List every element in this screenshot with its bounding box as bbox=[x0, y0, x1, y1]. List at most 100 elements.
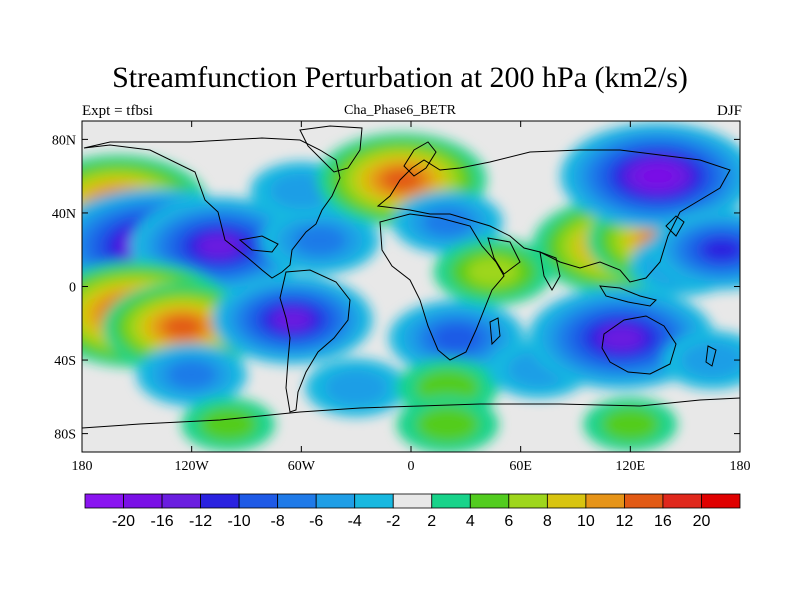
anomaly-center bbox=[392, 190, 503, 254]
x-tick-label: 180 bbox=[72, 459, 93, 474]
y-tick-label: 40S bbox=[54, 354, 76, 369]
map-panel bbox=[81, 120, 741, 453]
x-tick-label: 0 bbox=[408, 459, 415, 474]
contour-level bbox=[416, 406, 479, 443]
anomaly-center bbox=[260, 207, 380, 274]
contour-level bbox=[681, 342, 740, 378]
contour-level bbox=[601, 407, 660, 441]
y-tick-label: 80S bbox=[54, 428, 76, 443]
coast-indonesia bbox=[599, 285, 657, 307]
colorbar-cell bbox=[662, 493, 702, 509]
x-tick-label: 120W bbox=[175, 459, 210, 474]
colorbar-label: -10 bbox=[228, 513, 251, 530]
chart-title: Streamfunction Perturbation at 200 hPa (… bbox=[112, 61, 688, 94]
anomaly-center bbox=[661, 331, 740, 390]
colorbar-label: -6 bbox=[309, 513, 323, 530]
colorbar-label: -8 bbox=[271, 513, 285, 530]
coast-south-america bbox=[279, 269, 351, 413]
coast-arabia bbox=[487, 237, 521, 275]
colorbar-label: 4 bbox=[466, 513, 475, 530]
case-label: Cha_Phase6_BETR bbox=[344, 103, 456, 118]
contour-level bbox=[701, 238, 740, 262]
coast-gulf bbox=[238, 235, 279, 253]
season-label: DJF bbox=[716, 103, 742, 119]
y-tick-label: 40N bbox=[52, 207, 76, 222]
anomaly-center bbox=[136, 343, 247, 406]
coast-north-america bbox=[83, 137, 341, 279]
anomaly-center bbox=[130, 197, 308, 295]
colorbar-label: 2 bbox=[427, 513, 436, 530]
x-tick-label: 180 bbox=[730, 459, 751, 474]
colorbar-label: 8 bbox=[543, 513, 552, 530]
contour-level bbox=[293, 225, 347, 256]
colorbar-label: -20 bbox=[112, 513, 135, 530]
coast-australia bbox=[601, 315, 677, 375]
colorbar-label: 10 bbox=[577, 513, 595, 530]
anomaly-center bbox=[211, 275, 373, 364]
anomaly-center bbox=[396, 395, 499, 452]
colorbar-cell bbox=[508, 493, 548, 509]
colorbar-cell bbox=[585, 493, 625, 509]
colorbar-label: 12 bbox=[616, 513, 634, 530]
contour-level bbox=[381, 168, 423, 192]
y-tick-label: 0 bbox=[69, 281, 76, 296]
anomaly-center bbox=[433, 238, 553, 306]
anomaly-center bbox=[388, 300, 525, 376]
colorbar-label: 20 bbox=[693, 513, 711, 530]
contour-level bbox=[598, 325, 644, 351]
colorbar-cell bbox=[238, 493, 279, 509]
anomaly-center bbox=[181, 397, 276, 452]
colorbar-label: -2 bbox=[386, 513, 400, 530]
colorbar-cell bbox=[315, 493, 356, 509]
anomaly-center bbox=[317, 133, 487, 227]
anomaly-center bbox=[649, 209, 740, 290]
colorbar-cell bbox=[123, 493, 163, 509]
anomaly-center bbox=[305, 358, 408, 417]
contour-level bbox=[167, 360, 217, 389]
contour-level bbox=[324, 369, 388, 406]
experiment-label: Expt = tfbsi bbox=[82, 103, 153, 119]
colorbar-cell bbox=[469, 493, 510, 509]
colorbar-label: -16 bbox=[150, 513, 173, 530]
coast-africa bbox=[379, 213, 505, 361]
colorbar: -20 -16 -12 -10 -8 -6 -4 -2 2 4 6 8 10 12 16 20 bbox=[84, 493, 741, 530]
colorbar-cell bbox=[200, 493, 240, 509]
contour-level bbox=[433, 324, 481, 352]
contour-level bbox=[197, 234, 241, 258]
coast-antarctica bbox=[82, 397, 740, 429]
coast-japan bbox=[665, 215, 685, 237]
contour-level bbox=[199, 407, 258, 441]
contour-level bbox=[416, 369, 479, 406]
colorbar-cell bbox=[701, 493, 741, 509]
y-tick-label: 80N bbox=[52, 133, 76, 148]
coast-scandinavia bbox=[403, 141, 437, 177]
contour-level bbox=[163, 316, 203, 338]
colorbar-label: 16 bbox=[654, 513, 672, 530]
coast-greenland bbox=[299, 125, 363, 173]
colorbar-cell bbox=[431, 493, 471, 509]
contour-level bbox=[269, 173, 333, 209]
x-tick-label: 60W bbox=[288, 459, 316, 474]
coast-madagascar bbox=[489, 317, 501, 346]
contour-level bbox=[466, 256, 520, 287]
colorbar-cell bbox=[354, 493, 394, 509]
x-tick-label: 60E bbox=[509, 459, 532, 474]
coast-eurasia bbox=[376, 149, 731, 283]
anomaly-center bbox=[583, 397, 678, 452]
contour-level bbox=[423, 208, 473, 237]
colorbar-cell bbox=[84, 493, 124, 509]
colorbar-cell bbox=[277, 493, 317, 509]
contour-level bbox=[637, 164, 679, 188]
colorbar-label: -4 bbox=[348, 513, 362, 530]
colorbar-cell bbox=[624, 493, 664, 509]
colorbar-cell bbox=[161, 493, 201, 509]
x-tick-label: 120E bbox=[616, 459, 646, 474]
colorbar-cell bbox=[392, 493, 433, 509]
contour-level bbox=[272, 308, 312, 331]
axis-ticks: 180 120W 60W 0 60E 120E 180 80N 40N 0 40S 80S bbox=[52, 121, 751, 474]
coast-india bbox=[539, 251, 561, 292]
coastlines bbox=[82, 125, 740, 429]
colorbar-label: -12 bbox=[189, 513, 212, 530]
coast-new-zealand bbox=[705, 345, 717, 367]
